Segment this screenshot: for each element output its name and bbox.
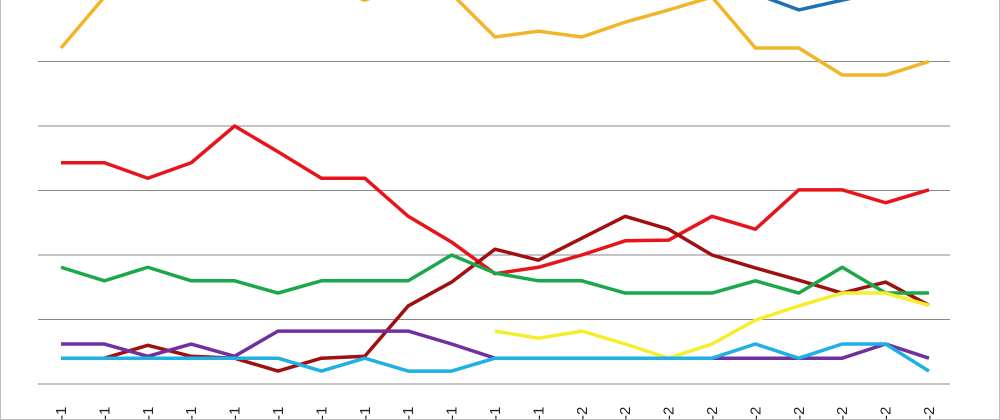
x-tick-label: -2 — [747, 407, 764, 420]
x-tick-label: -1 — [270, 407, 287, 420]
series-line — [61, 124, 930, 276]
x-tick-label: -2 — [921, 407, 938, 420]
series-line — [767, 0, 852, 12]
x-tick-label: -1 — [530, 407, 547, 420]
series-line — [61, 329, 930, 360]
x-tick-label: -1 — [96, 407, 113, 420]
x-tick-label: -1 — [487, 407, 504, 420]
series-line — [60, 253, 929, 295]
x-tick-label: -2 — [878, 407, 895, 420]
x-tick-label: -2 — [704, 407, 721, 420]
x-tick-label: -1 — [53, 407, 70, 420]
x-tick-label: -1 — [357, 407, 374, 420]
x-tick-label: -1 — [183, 407, 200, 420]
series-line — [103, 214, 930, 373]
x-tick-label: -1 — [444, 407, 461, 420]
series-line — [59, 0, 930, 77]
series-line — [61, 342, 930, 373]
x-tick-label: -2 — [791, 407, 808, 420]
x-tick-label: -1 — [227, 407, 244, 420]
x-tick-label: -2 — [834, 407, 851, 420]
x-tick-label: -1 — [313, 407, 330, 420]
x-tick-label: -2 — [574, 407, 591, 420]
x-tick-label: -2 — [661, 407, 678, 420]
x-tick-label: -1 — [400, 407, 417, 420]
x-tick-label: -1 — [140, 407, 157, 420]
series-line — [494, 291, 930, 360]
x-tick-label: -2 — [617, 407, 634, 420]
